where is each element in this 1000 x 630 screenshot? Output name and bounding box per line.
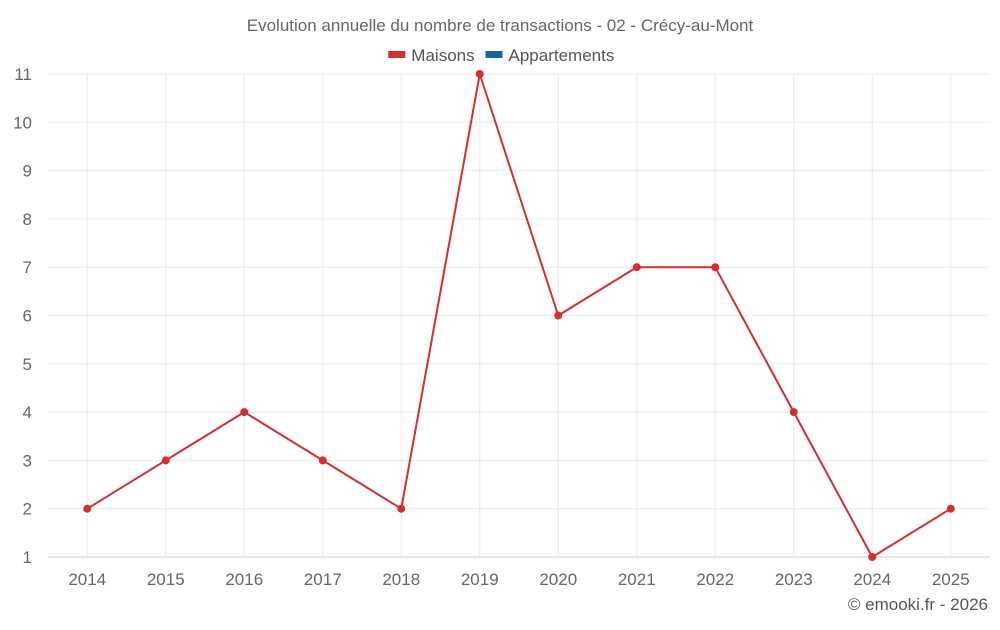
legend: Maisons Appartements [388,46,614,65]
data-point-maisons [240,408,249,417]
y-tick-label: 10 [13,113,32,132]
x-tick-label: 2024 [853,570,891,589]
legend-swatch-maisons [388,51,406,58]
legend-label-appartements: Appartements [509,46,615,65]
y-tick-label: 8 [23,210,32,229]
y-tick-label: 11 [14,65,32,84]
series-line-maisons [86,73,952,558]
data-point-maisons [711,263,720,272]
x-tick-label: 2018 [382,570,420,589]
legend-label-maisons: Maisons [411,46,474,65]
y-tick-label: 7 [23,258,32,277]
data-point-maisons [632,263,641,272]
x-tick-label: 2023 [775,570,813,589]
data-point-maisons [83,504,92,513]
y-tick-label: 5 [23,355,32,374]
data-point-maisons [161,456,170,465]
x-tick-label: 2025 [932,570,970,589]
x-tick-label: 2020 [539,570,577,589]
x-tick-label: 2022 [696,570,734,589]
data-point-maisons [946,504,955,513]
x-tick-label: 2014 [68,570,106,589]
data-point-maisons [789,408,798,417]
y-tick-label: 1 [23,548,32,567]
x-axis: 2014 2015 2016 2017 2018 2019 2020 2021 2022 2023… [68,570,969,589]
credit-text: © emooki.fr - 2026 [848,595,988,614]
x-tick-label: 2021 [618,570,656,589]
chart-title: Evolution annuelle du nombre de transact… [247,16,754,35]
grid [48,73,990,558]
y-tick-label: 6 [23,307,32,326]
y-axis: 1 2 3 4 5 6 7 8 9 10 11 [13,65,32,567]
series-layer [83,70,955,561]
x-tick-label: 2015 [147,570,185,589]
data-point-maisons [318,456,327,465]
data-point-maisons [475,70,484,78]
legend-swatch-appartements [485,51,503,58]
data-point-maisons [868,553,877,561]
y-tick-label: 9 [23,162,32,181]
x-tick-label: 2016 [225,570,263,589]
x-tick-label: 2017 [304,570,342,589]
y-tick-label: 2 [23,500,32,519]
y-tick-label: 3 [23,451,32,470]
data-point-maisons [554,311,563,320]
y-tick-label: 4 [23,403,32,422]
data-point-maisons [397,504,406,513]
x-tick-label: 2019 [461,570,499,589]
